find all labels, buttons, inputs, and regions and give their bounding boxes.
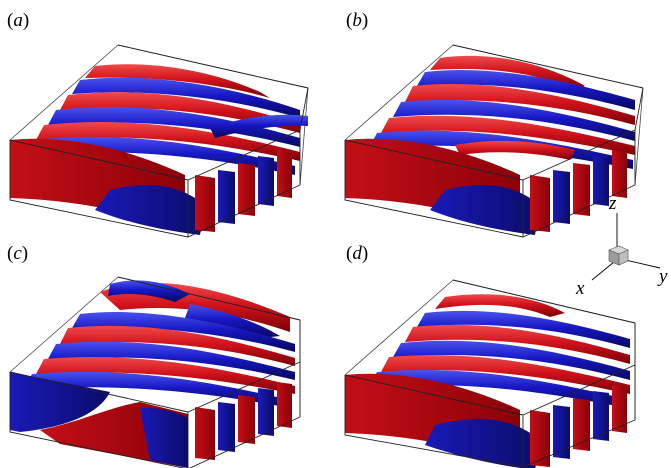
- panel-b-render: [344, 44, 644, 238]
- axis-cube-icon: [608, 245, 629, 266]
- y-axis-label: y: [657, 266, 668, 287]
- panel-label-a: (a): [7, 10, 30, 31]
- panel-d-render: [344, 279, 636, 468]
- panel-c-render: [9, 276, 301, 468]
- panel-label-d: (d): [346, 243, 369, 264]
- x-axis-label: x: [575, 278, 585, 299]
- axis-triad: z x y: [575, 193, 668, 299]
- panel-a-render: [9, 44, 309, 238]
- x-axis-line: [591, 261, 615, 281]
- panel-label-c: (c): [7, 243, 29, 264]
- z-axis-label: z: [608, 193, 617, 214]
- panel-label-b: (b): [346, 10, 369, 31]
